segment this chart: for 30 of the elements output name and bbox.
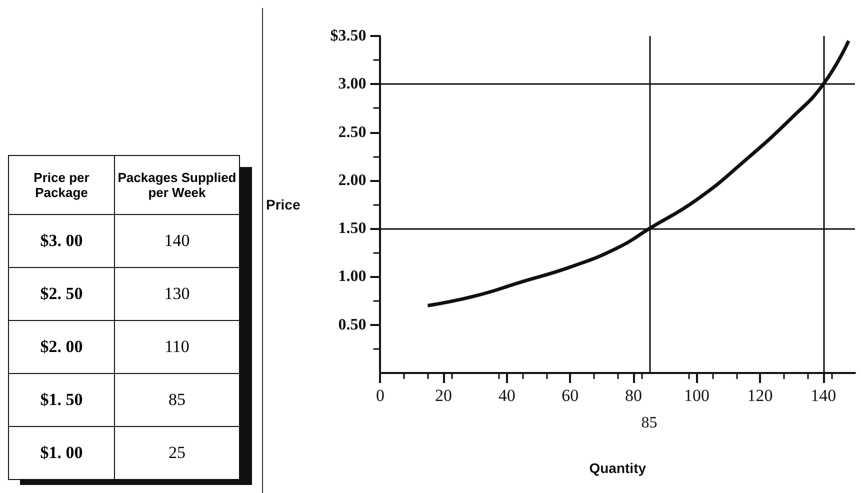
category-label: $1. 00: [8, 426, 114, 480]
data-label: 130: [114, 268, 240, 320]
category-label: $2. 50: [8, 268, 114, 320]
y-tick-label: 0.50: [338, 316, 366, 334]
y-tick-label: 2.50: [338, 124, 366, 141]
data-label: 140: [114, 214, 240, 268]
x-tick-label: 120: [747, 386, 773, 405]
category-label: $3. 00: [8, 214, 114, 268]
y-tick-label: 1.50: [338, 220, 366, 238]
x-tick-label: 60: [562, 386, 579, 405]
x-tick-label: 140: [810, 386, 836, 405]
y-tick-label: 3.00: [338, 76, 366, 93]
category-label: $1. 50: [8, 374, 114, 426]
x-tick-label: 80: [624, 386, 642, 405]
x-tick-label: 40: [498, 386, 516, 405]
y-tick-label: 1.00: [338, 268, 366, 286]
y-tick-label: $3.50: [330, 28, 366, 44]
ref-line-label: 85: [641, 414, 658, 432]
text: Price per Package: [8, 156, 114, 214]
data-label: 25: [114, 426, 240, 480]
y-axis-title: Price: [266, 196, 300, 212]
y-tick-label: 2.00: [338, 172, 366, 189]
x-tick-label: 100: [684, 386, 710, 405]
data-label: 85: [114, 374, 240, 426]
x-tick-label: 0: [376, 386, 384, 405]
x-axis-title: Quantity: [589, 460, 646, 476]
text: Packages Supplied per Week: [114, 156, 240, 214]
category-label: $2. 00: [8, 320, 114, 374]
data-label: 110: [114, 320, 240, 374]
x-tick-label: 20: [435, 386, 452, 405]
